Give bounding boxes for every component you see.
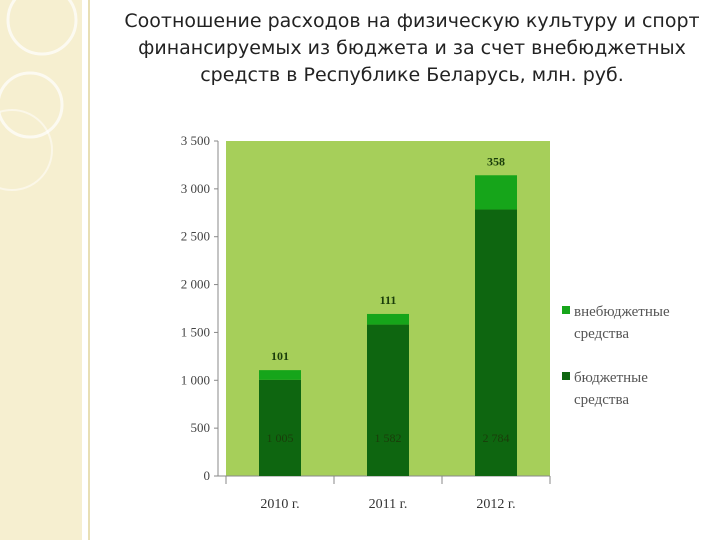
y-tick-label: 0 bbox=[204, 468, 211, 483]
bar-value-label-extra: 101 bbox=[271, 349, 289, 363]
x-category-label: 2012 г. bbox=[476, 497, 515, 512]
bar-segment bbox=[259, 370, 301, 380]
decorative-divider bbox=[88, 0, 90, 540]
y-tick-label: 2 000 bbox=[181, 277, 210, 292]
decorative-circles bbox=[0, 0, 78, 191]
bar-value-label-budget: 2 784 bbox=[483, 431, 510, 445]
bar-segment bbox=[259, 379, 301, 476]
legend-label: бюджетные bbox=[574, 370, 648, 386]
decorative-side-panel bbox=[0, 0, 82, 540]
y-tick-label: 1 000 bbox=[181, 372, 210, 387]
legend-label: средства bbox=[574, 326, 629, 342]
legend-label: средства bbox=[574, 392, 629, 408]
x-category-label: 2010 г. bbox=[260, 497, 299, 512]
x-category-label: 2011 г. bbox=[369, 497, 408, 512]
bar-segment bbox=[475, 175, 517, 210]
y-tick-label: 1 500 bbox=[181, 324, 210, 339]
bar-segment bbox=[475, 209, 517, 476]
y-tick-label: 3 500 bbox=[181, 133, 210, 148]
y-tick-label: 3 000 bbox=[181, 181, 210, 196]
bar-segment bbox=[367, 324, 409, 476]
legend-swatch bbox=[562, 306, 570, 314]
y-tick-label: 2 500 bbox=[181, 229, 210, 244]
bar-value-label-budget: 1 005 bbox=[267, 431, 294, 445]
slide-title: Соотношение расходов на физическую культ… bbox=[124, 10, 700, 86]
y-tick-label: 500 bbox=[191, 420, 211, 435]
legend-label: внебюджетные bbox=[574, 304, 670, 320]
legend-swatch bbox=[562, 372, 570, 380]
bar-segment bbox=[367, 313, 409, 325]
bar-value-label-extra: 358 bbox=[487, 154, 505, 168]
bar-value-label-budget: 1 582 bbox=[375, 431, 402, 445]
bar-value-label-extra: 111 bbox=[380, 293, 397, 307]
